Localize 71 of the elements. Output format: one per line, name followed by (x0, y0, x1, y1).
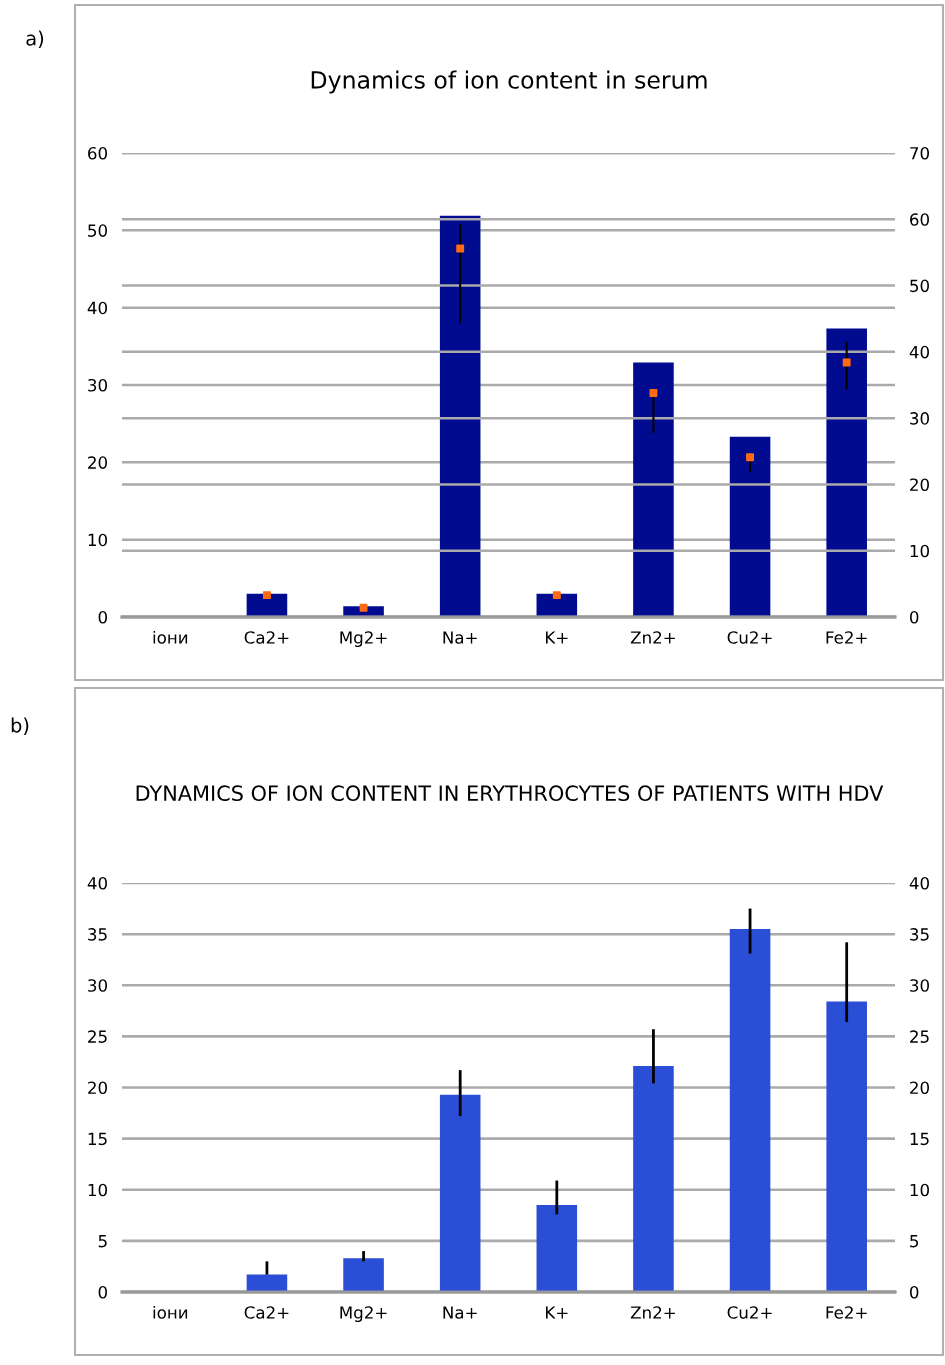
point (262, 591, 271, 600)
x-tick-label: Zn2+ (630, 631, 675, 644)
y2-tick-label: 70 (910, 146, 929, 160)
point (456, 244, 465, 253)
point (552, 591, 561, 600)
point (359, 603, 368, 612)
x-tick-label: Cu2+ (727, 631, 772, 644)
y2-tick-label: 40 (909, 345, 929, 359)
text: b) (11, 717, 29, 735)
y2-tick-label: 20 (910, 1081, 929, 1095)
bar (729, 929, 771, 1292)
y-tick-label: 60 (88, 146, 107, 160)
y2-tick-label: 0 (909, 610, 919, 624)
y2-tick-label: 20 (910, 478, 929, 491)
x-tick-label: Ca2+ (244, 1306, 289, 1319)
bar (343, 1258, 384, 1292)
x-tick-label: Fe2+ (826, 1306, 867, 1319)
y2-tick-label: 60 (910, 213, 929, 226)
y-tick-label: 50 (88, 224, 107, 237)
x-tick-label: Fe2+ (826, 631, 867, 644)
y-tick-label: 30 (88, 979, 107, 992)
chart-title: Dynamics of ion content in serum (311, 70, 707, 94)
text: a) (26, 30, 44, 48)
y2-tick-label: 15 (910, 1132, 929, 1146)
y-tick-label: 15 (88, 1132, 107, 1146)
x-tick-label: Cu2+ (727, 1306, 772, 1319)
y2-tick-label: 30 (910, 412, 929, 425)
chart-title: DYNAMICS OF ION CONTENT IN ERYTHROCYTES OF PATIENTS WITH HDV (136, 785, 884, 802)
y-tick-label: 10 (88, 1183, 107, 1197)
x-tick-label: Mg2+ (340, 1306, 387, 1323)
point (746, 453, 755, 462)
bar (729, 436, 771, 617)
x-tick-label: іони (153, 630, 188, 644)
y2-tick-label: 10 (910, 1183, 929, 1197)
y2-tick-label: 0 (909, 1285, 919, 1299)
x-tick-label: Na+ (443, 1306, 477, 1319)
y2-tick-label: 10 (910, 544, 929, 558)
y-tick-label: 30 (88, 378, 107, 392)
x-tick-label: Na+ (443, 631, 477, 644)
bar (246, 1274, 288, 1292)
x-tick-label: Mg2+ (340, 631, 387, 648)
y2-tick-label: 40 (909, 876, 929, 890)
y-tick-label: 0 (98, 1285, 107, 1299)
bar (633, 1066, 674, 1292)
x-tick-label: Ca2+ (244, 631, 289, 644)
x-tick-label: Zn2+ (630, 1306, 675, 1319)
y-tick-label: 25 (88, 1030, 107, 1043)
x-tick-label: іони (153, 1305, 188, 1319)
bar (536, 1205, 578, 1292)
y2-tick-label: 5 (910, 1235, 919, 1248)
y-tick-label: 10 (88, 533, 107, 547)
x-tick-label: K+ (546, 631, 568, 644)
bar (826, 328, 867, 617)
y-tick-label: 20 (88, 456, 107, 469)
point (649, 389, 658, 397)
bar (633, 362, 674, 617)
y-tick-label: 35 (88, 928, 107, 941)
y-tick-label: 20 (88, 1081, 107, 1095)
y-tick-label: 0 (98, 610, 107, 624)
bar (826, 1001, 867, 1292)
y2-tick-label: 25 (910, 1030, 929, 1043)
y-tick-label: 40 (87, 301, 107, 315)
x-tick-label: K+ (546, 1306, 568, 1319)
y-tick-label: 5 (98, 1235, 107, 1248)
y-tick-label: 40 (87, 876, 107, 890)
y2-tick-label: 35 (910, 928, 929, 941)
y2-tick-label: 30 (910, 979, 929, 992)
bar (439, 1094, 481, 1292)
y2-tick-label: 50 (910, 279, 929, 293)
bar (439, 215, 481, 617)
point (842, 358, 851, 367)
